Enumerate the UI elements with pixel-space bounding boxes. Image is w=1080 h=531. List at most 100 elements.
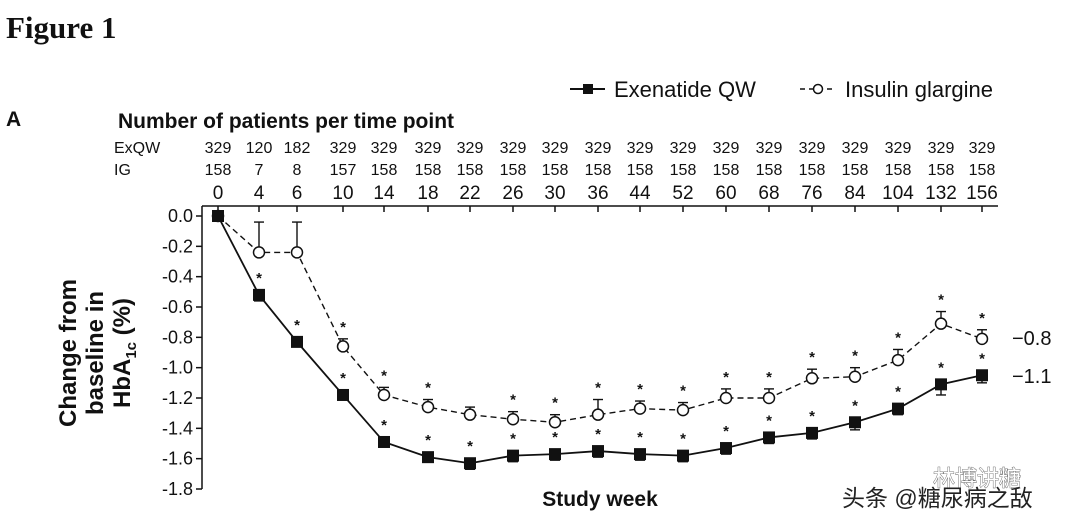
patients-cell-ig: 158	[500, 162, 527, 179]
x-tick-label: 0	[213, 183, 224, 204]
patients-cell-exqw: 329	[885, 140, 912, 157]
patients-cell-exqw: 329	[969, 140, 996, 157]
x-tick-label: 6	[292, 183, 303, 204]
patients-cell-exqw: 329	[330, 140, 357, 157]
legend-exenatide-marker	[583, 84, 593, 94]
y-tick-label: -0.4	[162, 267, 193, 287]
patients-cell-ig: 158	[756, 162, 783, 179]
glargine-point	[676, 403, 690, 417]
glargine-significance-star: *	[979, 310, 985, 327]
exenatide-point	[253, 288, 265, 301]
x-tick-label: 26	[502, 183, 523, 204]
exenatide-point	[337, 388, 349, 401]
exenatide-significance-star: *	[381, 417, 387, 434]
exenatide-significance-star: *	[938, 359, 944, 376]
glargine-point	[848, 370, 862, 384]
patients-cell-ig: 158	[885, 162, 912, 179]
x-tick-label: 104	[882, 183, 914, 204]
x-tick-label: 132	[925, 183, 957, 204]
patients-title: Number of patients per time point	[118, 110, 454, 133]
patients-cell-exqw: 329	[542, 140, 569, 157]
glargine-point	[591, 408, 605, 421]
glargine-point	[336, 340, 350, 353]
x-tick-label: 30	[544, 183, 565, 204]
glargine-significance-star: *	[381, 367, 387, 384]
exenatide-point	[592, 445, 604, 458]
exenatide-point	[212, 210, 224, 222]
glargine-significance-star: *	[425, 380, 431, 397]
patients-cell-exqw: 329	[457, 140, 484, 157]
y-label-line-2: baseline in	[82, 291, 109, 415]
x-tick-label: 36	[587, 183, 608, 204]
exenatide-point	[549, 448, 561, 461]
exenatide-point	[763, 431, 775, 444]
y-tick-label: -1.8	[162, 479, 193, 499]
y-tick-label: 0.0	[168, 206, 193, 226]
watermark-line-1: 林博讲糖	[933, 466, 1021, 491]
patients-cell-ig: 158	[205, 162, 232, 179]
patients-cell-ig: 158	[969, 162, 996, 179]
glargine-significance-star: *	[852, 348, 858, 365]
patients-cell-ig: 8	[293, 162, 302, 179]
glargine-significance-star: *	[938, 292, 944, 309]
patients-cell-ig: 158	[670, 162, 697, 179]
exenatide-point	[634, 448, 646, 461]
plot-area: * * * * * * * * * * * * * * * * * * * * * * * * * * * * * * * * *	[211, 209, 989, 470]
glargine-point	[548, 416, 562, 429]
patients-cell-exqw: 329	[713, 140, 740, 157]
y-label-line-3: HbA1c (%)	[109, 298, 140, 408]
patients-table: 329 120 182 329 329 329 329 329 329 329 329 329 329 3…	[205, 140, 996, 179]
glargine-significance-star: *	[809, 349, 815, 366]
y-tick-label: -0.8	[162, 327, 193, 347]
patients-cell-ig: 158	[371, 162, 398, 179]
patients-cell-exqw: 329	[500, 140, 527, 157]
exenatide-significance-star: *	[340, 370, 346, 387]
y-tick-label: -1.4	[162, 418, 193, 438]
glargine-point	[891, 353, 905, 367]
exenatide-significance-star: *	[595, 426, 601, 443]
exenatide-significance-star: *	[680, 431, 686, 448]
patients-cell-exqw: 329	[585, 140, 612, 157]
x-tick-label: 84	[844, 183, 866, 204]
x-axis-label: Study week	[542, 488, 658, 511]
patients-cell-exqw: 329	[205, 140, 232, 157]
exenatide-point	[677, 449, 689, 462]
exenatide-point	[507, 449, 519, 462]
patients-cell-exqw: 329	[670, 140, 697, 157]
glargine-significance-star: *	[895, 329, 901, 346]
x-tick-label: 52	[672, 183, 693, 204]
exenatide-point	[849, 416, 861, 429]
exenatide-significance-star: *	[809, 408, 815, 425]
exenatide-significance-star: *	[294, 317, 300, 334]
patients-cell-exqw: 120	[246, 140, 273, 157]
patients-cell-ig: 158	[585, 162, 612, 179]
exenatide-point	[422, 451, 434, 464]
x-tick-label: 14	[373, 183, 395, 204]
exenatide-significance-star: *	[425, 432, 431, 449]
y-axis-label: Change from baseline in HbA1c (%)	[55, 279, 140, 427]
exenatide-point	[720, 442, 732, 455]
glargine-point	[719, 391, 733, 405]
patients-cell-ig: 157	[330, 162, 357, 179]
x-tick-label: 22	[459, 183, 480, 204]
y-label-line-1: Change from	[55, 279, 82, 427]
patients-cell-ig: 7	[255, 162, 264, 179]
legend-glargine-label: Insulin glargine	[845, 77, 993, 102]
glargine-point	[633, 402, 647, 415]
y-tick-label: -0.6	[162, 297, 193, 317]
patients-cell-exqw: 329	[842, 140, 869, 157]
glargine-significance-star: *	[723, 369, 729, 386]
exenatide-point	[806, 426, 818, 439]
patients-row-label-exqw: ExQW	[114, 140, 161, 157]
exenatide-point	[291, 335, 303, 348]
patients-row-label-ig: IG	[114, 162, 131, 179]
glargine-point	[506, 412, 520, 426]
x-tick-label: 76	[801, 183, 822, 204]
exenatide-point	[976, 369, 988, 382]
exenatide-significance-star: *	[766, 412, 772, 429]
x-tick-label: 10	[332, 183, 353, 204]
exenatide-significance-star: *	[552, 429, 558, 446]
exenatide-point	[892, 402, 904, 415]
exenatide-significance-star: *	[723, 423, 729, 440]
exenatide-significance-star: *	[852, 397, 858, 414]
